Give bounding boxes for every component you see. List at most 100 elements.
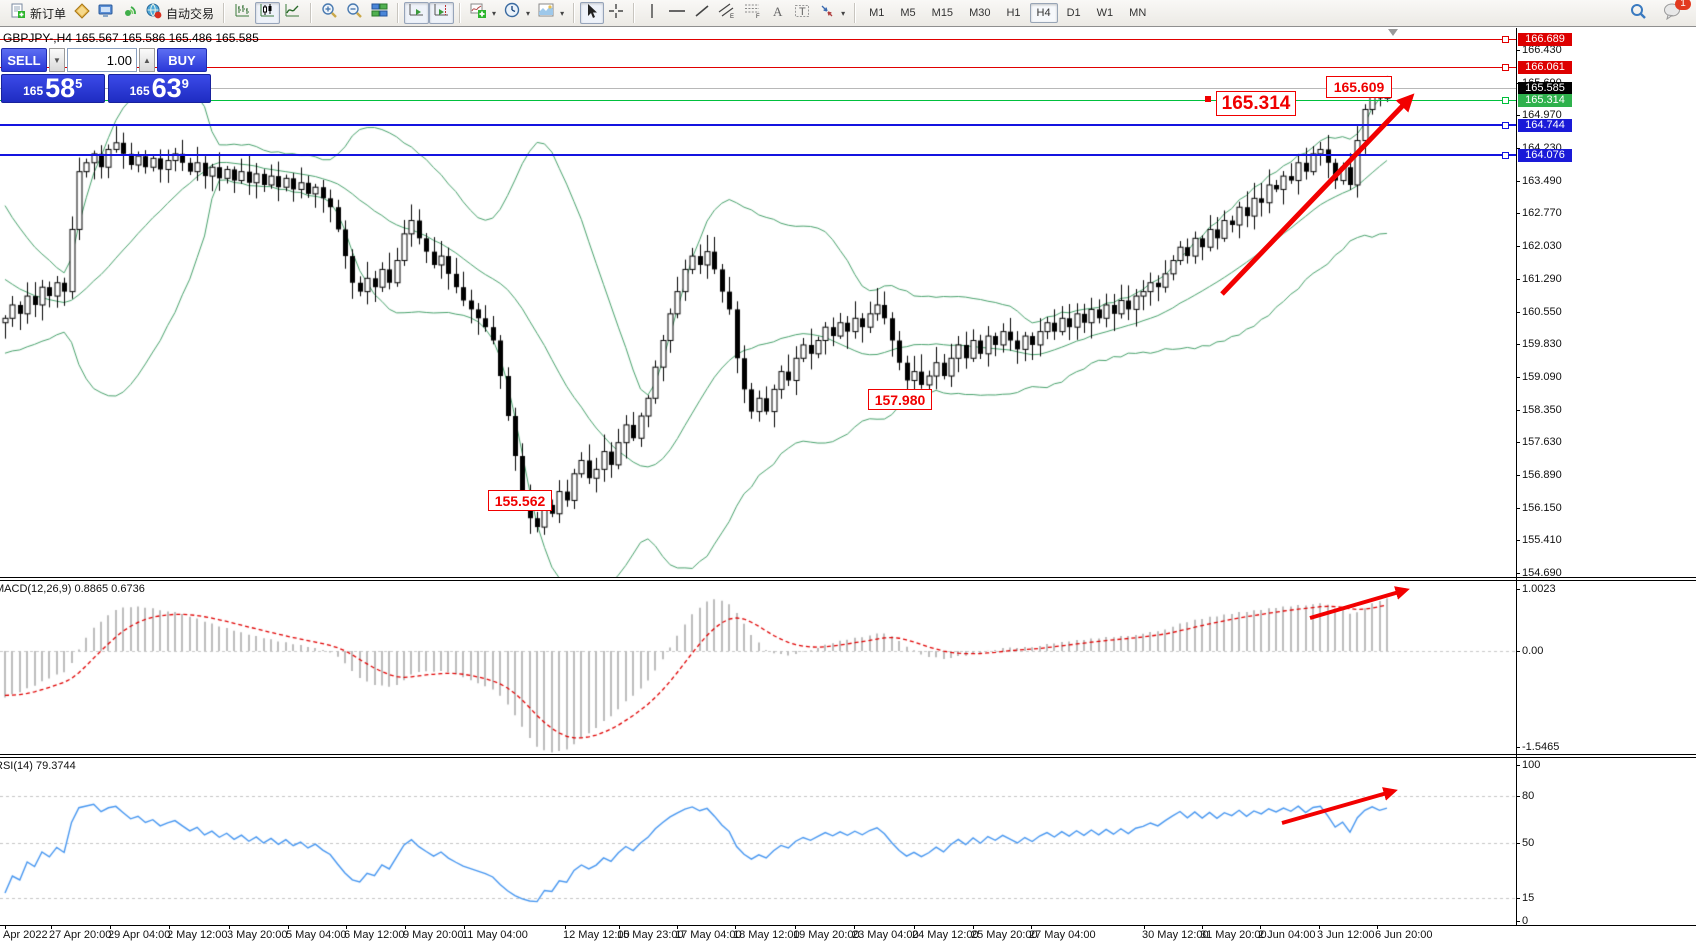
time-axis-tick-mark: [677, 925, 678, 929]
zoom-in-button[interactable]: [317, 2, 342, 24]
rsi-indicator-label: RSI(14) 79.3744: [0, 760, 76, 772]
search-button[interactable]: [1625, 2, 1651, 24]
price-annotation-165.609[interactable]: 165.609: [1326, 76, 1392, 98]
tile-windows-button[interactable]: [367, 2, 392, 24]
time-axis-label: 9 May 20:00: [403, 929, 464, 941]
zoom-out-button[interactable]: [342, 2, 367, 24]
pane-separator[interactable]: [0, 757, 1696, 758]
arrows-tool-button[interactable]: ▾: [815, 2, 849, 24]
macd-axis-tick-mark: [1516, 747, 1520, 748]
buy-button[interactable]: BUY: [157, 48, 207, 72]
text-tool-button[interactable]: A: [766, 2, 790, 24]
timeframe-group: M1 M5 M15 M30 H1 H4 D1 W1 MN: [861, 3, 1154, 23]
horizontal-line-164.076[interactable]: [0, 154, 1516, 156]
line-anchor-handle[interactable]: [1502, 122, 1509, 129]
price-axis-tick-label: 156.150: [1522, 502, 1562, 514]
signals-button[interactable]: [118, 2, 142, 24]
time-axis-label: 29 Apr 04:00: [108, 929, 171, 941]
cursor-tool-button[interactable]: [580, 2, 605, 24]
horizontal-line-165.314[interactable]: [0, 100, 1516, 101]
line-anchor-handle[interactable]: [1502, 152, 1509, 159]
price-annotation-155.562[interactable]: 155.562: [488, 490, 552, 511]
sell-button[interactable]: SELL: [1, 48, 47, 72]
volume-decrease-button[interactable]: ▼: [49, 48, 65, 72]
price-axis-tick-label: 164.970: [1522, 109, 1562, 121]
market-watch-button[interactable]: [94, 2, 118, 24]
horizontal-line-164.744[interactable]: [0, 124, 1516, 126]
pane-separator[interactable]: [0, 580, 1696, 581]
sell-price-tile[interactable]: 165 58 5: [1, 74, 105, 103]
auto-scroll-button[interactable]: [404, 2, 430, 24]
pane-separator[interactable]: [0, 754, 1696, 755]
price-annotation-157.980[interactable]: 157.980: [868, 389, 932, 410]
time-axis-label: 25 May 20:00: [971, 929, 1038, 941]
new-order-button[interactable]: 新订单: [6, 2, 70, 24]
timeframe-button-h1[interactable]: H1: [1006, 7, 1021, 19]
periods-button[interactable]: ▾: [500, 2, 534, 24]
crosshair-icon: [608, 3, 624, 24]
timeframe-button-m30[interactable]: M30: [969, 7, 991, 19]
line-anchor-handle[interactable]: [1205, 96, 1211, 102]
time-axis-label: 6 Jun 20:00: [1375, 929, 1433, 941]
volume-increase-button[interactable]: ▲: [139, 48, 155, 72]
chart-title: GBPJPY-,H4 165.567 165.586 165.486 165.5…: [3, 31, 259, 45]
time-axis-tick-mark: [288, 925, 289, 929]
horizontal-line-165.585[interactable]: [0, 88, 1516, 89]
bar-chart-button[interactable]: [230, 2, 255, 24]
macd-pane-canvas[interactable]: [0, 581, 1516, 754]
line-anchor-handle[interactable]: [1502, 64, 1509, 71]
buy-price-tile[interactable]: 165 63 9: [107, 73, 211, 103]
timeframe-button-m5[interactable]: M5: [900, 7, 916, 19]
line-anchor-handle[interactable]: [1502, 97, 1509, 104]
metaeditor-icon: [74, 2, 90, 24]
sell-price-big: 58: [45, 73, 76, 103]
dropdown-arrow-icon: ▾: [492, 8, 497, 18]
timeframe-button-d1[interactable]: D1: [1066, 7, 1081, 19]
indicators-button[interactable]: ▾: [466, 2, 500, 24]
toolbar: 新订单 自动交易: [0, 0, 1696, 27]
pane-separator[interactable]: [0, 577, 1696, 578]
rsi-pane-canvas[interactable]: [0, 758, 1516, 925]
volume-input[interactable]: [67, 48, 137, 72]
sell-price-prefix: 165: [23, 84, 44, 98]
toolbar-separator: [397, 3, 400, 23]
time-axis-label: 3 May 20:00: [227, 929, 288, 941]
bar-chart-icon: [234, 2, 251, 24]
macd-axis-tick-mark: [1516, 589, 1520, 590]
chart-shift-button[interactable]: [429, 2, 455, 24]
text-label-tool-button[interactable]: T: [790, 2, 815, 24]
price-tag: 165.314: [1518, 94, 1572, 107]
candlestick-chart-button[interactable]: [255, 2, 281, 24]
horizontal-line-166.689[interactable]: [0, 39, 1516, 40]
time-axis-tick-mark: [565, 925, 566, 929]
timeframe-button-h4[interactable]: H4: [1029, 3, 1058, 23]
equidistant-channel-tool-button[interactable]: E: [714, 2, 740, 24]
chart-shift-marker[interactable]: [1388, 29, 1398, 36]
vertical-line-tool-button[interactable]: [640, 2, 664, 24]
line-anchor-handle[interactable]: [1502, 36, 1509, 43]
crosshair-tool-button[interactable]: [604, 2, 628, 24]
buy-price-big: 63: [151, 73, 182, 103]
templates-button[interactable]: ▾: [534, 2, 568, 24]
templates-icon: [538, 2, 555, 24]
line-chart-button[interactable]: [280, 2, 305, 24]
buy-price-prefix: 165: [129, 84, 150, 98]
trendline-tool-button[interactable]: [690, 2, 714, 24]
fibonacci-tool-button[interactable]: F: [740, 2, 766, 24]
time-axis-label: 23 May 04:00: [852, 929, 919, 941]
time-axis-label: 17 May 04:00: [675, 929, 742, 941]
price-axis-tick-mark: [1516, 279, 1520, 280]
autotrading-button[interactable]: 自动交易: [142, 2, 218, 24]
horizontal-line-tool-button[interactable]: [664, 2, 690, 24]
timeframe-button-mn[interactable]: MN: [1129, 7, 1147, 19]
timeframe-button-w1[interactable]: W1: [1096, 7, 1114, 19]
timeframe-button-m1[interactable]: M1: [869, 7, 885, 19]
new-order-label: 新订单: [30, 6, 67, 21]
timeframe-button-m15[interactable]: M15: [931, 7, 954, 19]
toolbar-right: 1: [1625, 0, 1696, 24]
metaeditor-button[interactable]: [70, 2, 94, 24]
rsi-axis-tick-mark: [1516, 843, 1520, 844]
notifications-button[interactable]: 1: [1659, 0, 1691, 24]
price-annotation-165.314[interactable]: 165.314: [1216, 91, 1296, 116]
horizontal-line-166.061[interactable]: [0, 67, 1516, 68]
